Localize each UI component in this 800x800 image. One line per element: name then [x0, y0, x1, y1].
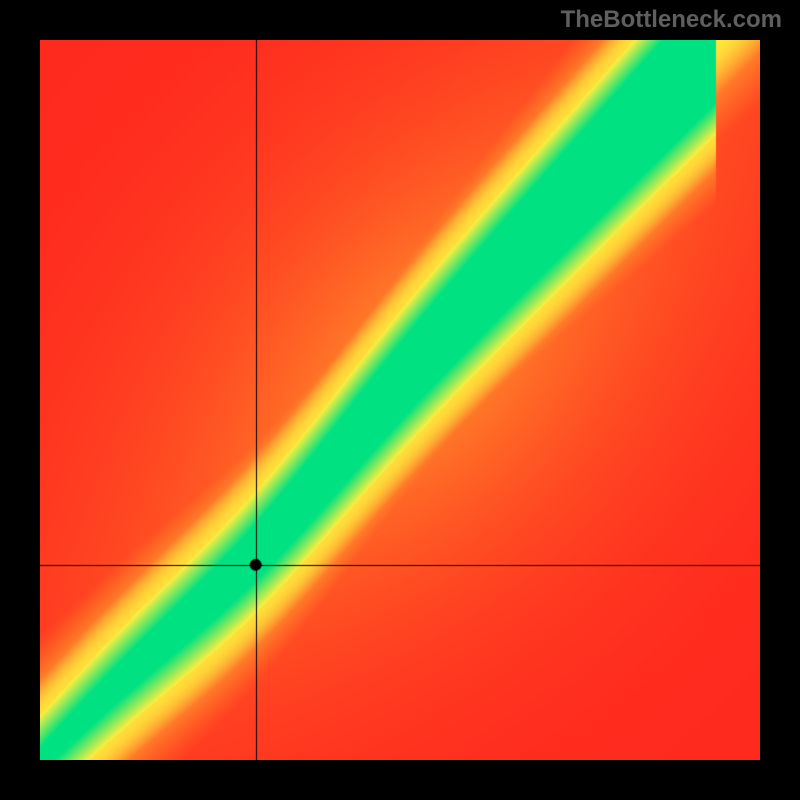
heatmap-canvas [40, 40, 760, 760]
plot-area [40, 40, 760, 760]
chart-container: TheBottleneck.com [0, 0, 800, 800]
watermark-text: TheBottleneck.com [561, 6, 782, 34]
